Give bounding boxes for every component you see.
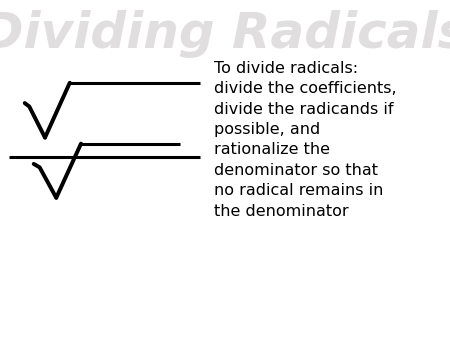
Text: To divide radicals:
divide the coefficients,
divide the radicands if
possible, a: To divide radicals: divide the coefficie…	[214, 61, 396, 219]
Text: Dividing Radicals: Dividing Radicals	[0, 10, 450, 58]
